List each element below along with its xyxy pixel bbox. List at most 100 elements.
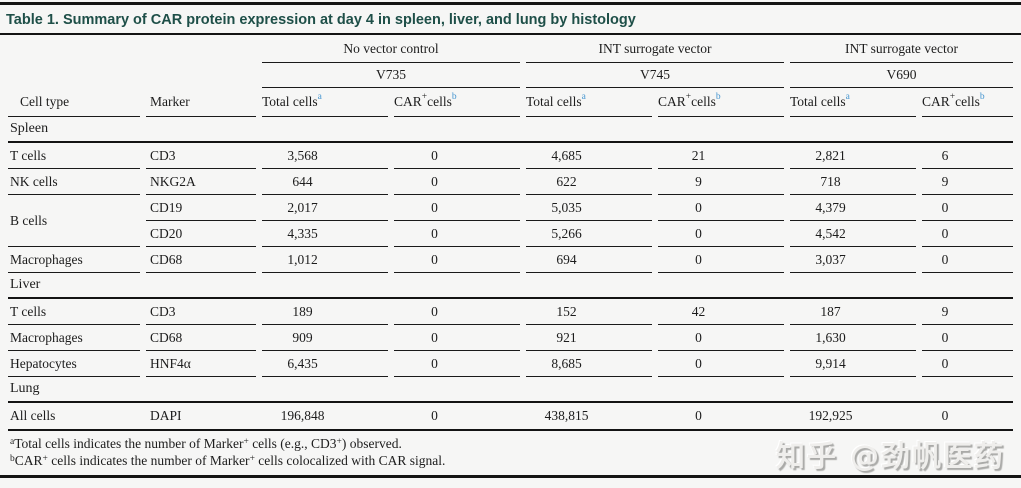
table-row: Macrophages CD68 909 0 921 0 1,630 0 xyxy=(8,325,1013,351)
value-cell: 9 xyxy=(658,169,784,195)
value-cell: 8,685 xyxy=(526,351,652,377)
value-cell: 2,017 xyxy=(262,195,388,221)
plus-superscript: + xyxy=(949,91,956,102)
value-cell: 0 xyxy=(394,325,520,351)
superscript-a: a xyxy=(845,91,850,102)
value-cell: 0 xyxy=(658,325,784,351)
value-cell: 21 xyxy=(658,143,784,169)
marker-cell: CD19 xyxy=(146,195,256,221)
car-label: CAR xyxy=(658,94,686,109)
value-cell: 718 xyxy=(790,169,916,195)
column-header-marker: Marker xyxy=(146,88,256,117)
value-cell: 4,335 xyxy=(262,221,388,247)
footnote-b-marker: b xyxy=(10,453,15,464)
vector-id-v735: V735 xyxy=(262,63,520,88)
marker-cell: CD68 xyxy=(146,325,256,351)
table-row: T cells CD3 189 0 152 42 187 9 xyxy=(8,299,1013,325)
value-cell: 622 xyxy=(526,169,652,195)
total-cells-label: Total cells xyxy=(790,94,846,109)
plus-superscript: + xyxy=(243,436,249,447)
value-cell: 5,266 xyxy=(526,221,652,247)
car-label: CAR xyxy=(394,94,422,109)
plus-superscript: + xyxy=(336,436,342,447)
footnote-a-marker: a xyxy=(10,436,15,447)
value-cell: 1,012 xyxy=(262,247,388,273)
value-cell: 9 xyxy=(922,299,1013,325)
marker-cell: CD3 xyxy=(146,143,256,169)
value-cell: 42 xyxy=(658,299,784,325)
value-cell: 0 xyxy=(431,408,438,423)
plus-superscript: + xyxy=(685,91,692,102)
section-header-lung: Lung xyxy=(8,377,1013,403)
group-header-int-2: INT surrogate vector xyxy=(790,35,1013,63)
column-header-car-cells: CAR + cells b xyxy=(658,88,784,117)
value-cell: 0 xyxy=(394,143,520,169)
cells-word: cells xyxy=(955,94,980,109)
value-cell: 4,685 xyxy=(526,143,652,169)
footnote-a: aTotal cells indicates the number of Mar… xyxy=(10,435,1013,452)
value-cell: 0 xyxy=(922,221,1013,247)
value-cell: 0 xyxy=(922,195,1013,221)
table-row: T cells CD3 3,568 0 4,685 21 2,821 6 xyxy=(8,143,1013,169)
value-cell: 0 xyxy=(394,169,520,195)
footnote-text: ) observed. xyxy=(341,436,402,451)
spacer-cell xyxy=(146,63,256,88)
cell-type-cell: Macrophages xyxy=(8,325,140,351)
value-cell: 0 xyxy=(658,351,784,377)
column-header-row: Cell type Marker Total cells a CAR + cells… xyxy=(8,88,1013,117)
column-header-total-cells: Total cells a xyxy=(526,88,652,117)
value-cell: 1,630 xyxy=(790,325,916,351)
value-cell: 644 xyxy=(262,169,388,195)
cell-type-cell: All cells xyxy=(10,408,56,423)
superscript-b: b xyxy=(451,91,457,102)
vector-id-v690: V690 xyxy=(790,63,1013,88)
marker-cell: DAPI xyxy=(150,408,182,423)
value-cell: 0 xyxy=(394,195,520,221)
group-header-int-1: INT surrogate vector xyxy=(526,35,784,63)
zhihu-watermark: 知乎 @劲帆医药 xyxy=(775,439,1005,473)
title-rule xyxy=(0,33,1021,35)
table-row: NK cells NKG2A 644 0 622 9 718 9 xyxy=(8,169,1013,195)
table-row: Macrophages CD68 1,012 0 694 0 3,037 0 xyxy=(8,247,1013,273)
column-header-total-cells: Total cells a xyxy=(262,88,388,117)
superscript-b: b xyxy=(979,91,985,102)
plus-superscript: + xyxy=(42,453,48,464)
value-cell: 921 xyxy=(526,325,652,351)
car-label: CAR xyxy=(922,94,950,109)
table-row: Hepatocytes HNF4α 6,435 0 8,685 0 9,914 … xyxy=(8,351,1013,377)
table-row: All cells DAPI 196,848 0 438,815 0 192,9… xyxy=(8,403,1013,429)
value-cell: 0 xyxy=(922,247,1013,273)
value-cell: 0 xyxy=(695,408,702,423)
vector-id-v745: V745 xyxy=(526,63,784,88)
value-cell: 6,435 xyxy=(262,351,388,377)
value-cell: 0 xyxy=(658,195,784,221)
footnotes: aTotal cells indicates the number of Mar… xyxy=(0,431,1021,469)
value-cell: 0 xyxy=(922,351,1013,377)
spacer-cell xyxy=(8,35,140,63)
footnote-text: cells colocalized with CAR signal. xyxy=(254,453,446,468)
cell-type-cell: Macrophages xyxy=(8,247,140,273)
plus-superscript: + xyxy=(249,453,255,464)
value-cell: 9,914 xyxy=(790,351,916,377)
value-cell: 196,848 xyxy=(280,408,325,423)
group-header-row: No vector control INT surrogate vector I… xyxy=(8,35,1013,63)
cells-word: cells xyxy=(691,94,716,109)
vector-id-row: V735 V745 V690 xyxy=(8,63,1013,88)
marker-cell: CD3 xyxy=(146,299,256,325)
column-header-car-cells: CAR + cells b xyxy=(394,88,520,117)
marker-cell: HNF4α xyxy=(146,351,256,377)
value-cell: 4,379 xyxy=(790,195,916,221)
value-cell: 4,542 xyxy=(790,221,916,247)
value-cell: 0 xyxy=(394,299,520,325)
footnote-separator-rule xyxy=(8,429,1013,431)
column-header-cell-type: Cell type xyxy=(8,88,140,117)
footnote-text: CAR xyxy=(14,453,43,468)
spacer-cell xyxy=(146,35,256,63)
value-cell: 438,815 xyxy=(544,408,589,423)
column-header-car-cells: CAR + cells b xyxy=(922,88,1013,117)
value-cell: 152 xyxy=(526,299,652,325)
section-header-spleen: Spleen xyxy=(8,117,1013,143)
value-cell: 187 xyxy=(790,299,916,325)
total-cells-label: Total cells xyxy=(526,94,582,109)
